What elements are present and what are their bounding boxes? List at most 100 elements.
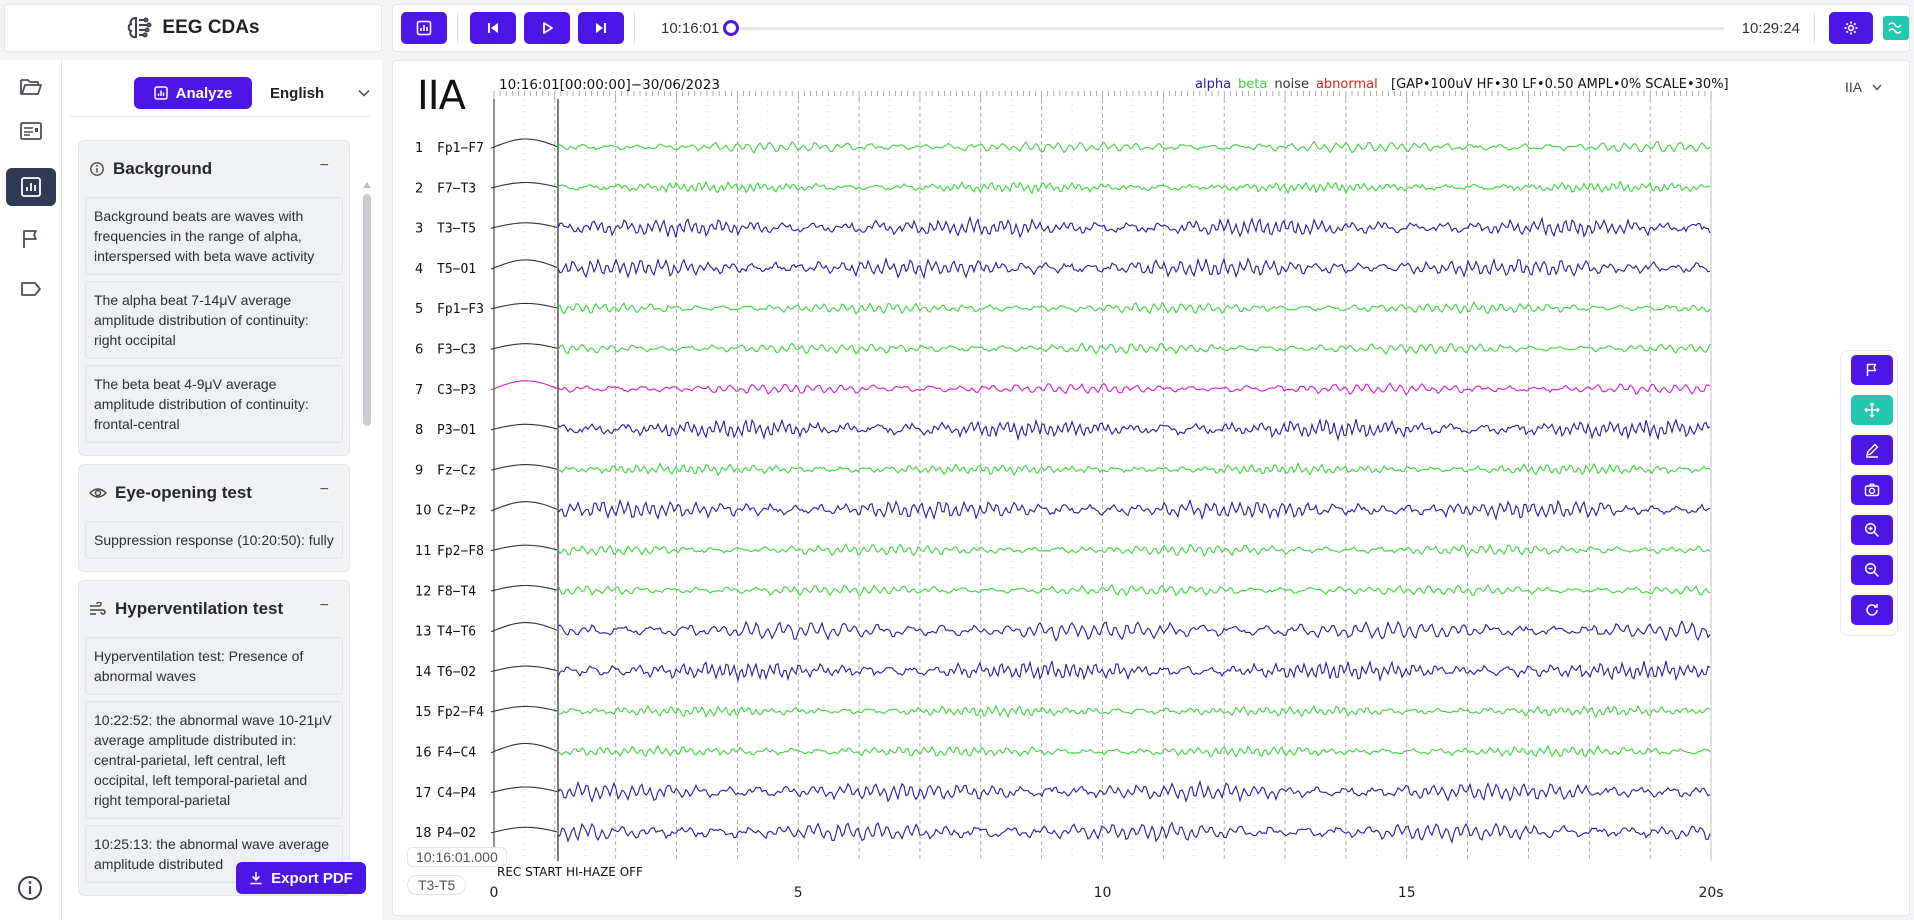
collapse-toggle[interactable]: − [319,157,329,174]
scroll-up-arrow-icon[interactable] [363,182,371,188]
skip-back-icon [488,23,498,33]
calibration-trace [490,259,558,270]
info-button[interactable] [16,874,44,902]
finding-card: 10:22:52: the abnormal wave 10-21μV aver… [85,701,343,819]
rail-report[interactable] [6,168,56,206]
pen-icon [1865,443,1879,458]
slider-thumb[interactable] [723,20,740,36]
zoom-out-button[interactable] [1851,555,1893,585]
channel-index: 12 [415,584,432,599]
channel-index: 9 [415,463,423,478]
screenshot-button[interactable] [1851,475,1893,505]
nav-rail [0,60,62,920]
rail-record-info[interactable] [6,112,56,150]
eeg-trace [557,140,1711,155]
channel-index: 17 [415,786,432,801]
rail-open-folder[interactable] [6,68,56,106]
calibration-trace [490,705,558,713]
chevron-down-icon [358,89,370,97]
skip-forward-icon [596,23,606,33]
wind-icon [90,602,106,615]
start-time: 10:16:01 [661,19,720,37]
camera-icon [1864,483,1880,497]
report-chart-icon [416,20,432,36]
channel-label: T6−O2 [437,665,476,680]
eeg-trace [557,543,1711,558]
x-tick-label: 15 [1398,885,1416,901]
calibration-trace [490,622,558,633]
recording-header: 10:16:01[00:00:00]−30/06/2023 [499,77,720,93]
calibration-trace [490,665,558,673]
channel-label: T5−O1 [437,262,476,277]
timeline-slider[interactable] [723,18,1724,38]
eeg-trace [557,744,1711,758]
annotate-button[interactable] [1851,435,1893,465]
toolbar-divider [634,12,635,44]
channel-index: 3 [415,222,423,237]
report-view-button[interactable] [401,12,447,44]
zoom-in-button[interactable] [1851,515,1893,545]
channel-label: P3−O1 [437,423,476,438]
section-header[interactable]: Background − [85,141,343,197]
brain-logo-icon [128,16,152,39]
collapse-toggle[interactable]: − [319,597,329,614]
language-value: English [270,84,325,102]
flag-icon [23,230,37,248]
settings-button[interactable] [1829,12,1873,44]
section-title: Hyperventilation test [115,599,284,618]
pan-tool-button[interactable] [1851,395,1893,425]
channel-index: 8 [415,423,423,438]
play-icon [543,22,553,34]
legend-noise: noise [1274,77,1309,92]
channel-label: F4−C4 [437,746,476,761]
eeg-viewer[interactable]: 1 Fp1−F7 2 F7−T3 3 T3−T5 4 T5−O1 5 Fp1−F3 6 F3−C3 7 C… [392,60,1910,916]
toolbar-divider [1814,12,1815,44]
calibration-trace [490,501,558,512]
channel-index: 2 [415,181,423,196]
eeg-trace [557,382,1711,396]
cursor-time: 10:16:01.000 [407,847,507,867]
montage-select[interactable]: IIA [1845,79,1882,95]
scroll-thumb[interactable] [363,194,371,426]
legend-alpha: alpha [1195,77,1232,92]
play-button[interactable] [524,12,570,44]
legend-abnormal: abnormal [1315,77,1378,92]
analyze-button[interactable]: Analyze [134,77,252,109]
brand-mark-icon[interactable] [1883,16,1909,40]
id-card-icon [20,122,42,140]
end-time: 10:29:24 [1741,19,1800,37]
eeg-trace [557,779,1711,804]
rail-labels[interactable] [6,270,56,308]
language-select[interactable]: English [270,77,370,109]
wave-legend: alpha beta noise abnormal [1195,77,1378,92]
selected-channel[interactable]: T3-T5 [407,875,467,895]
rail-events[interactable] [6,220,56,258]
x-tick-label: 0 [490,885,499,901]
section-header[interactable]: Hyperventilation test − [85,581,343,637]
channel-label: F3−C3 [437,343,476,358]
download-icon [250,872,262,885]
info-icon [90,162,104,176]
channel-index: 15 [415,705,432,720]
collapse-toggle[interactable]: − [319,481,329,498]
eeg-trace [557,417,1711,442]
reset-view-button[interactable] [1851,595,1893,625]
skip-back-button[interactable] [470,12,516,44]
skip-forward-button[interactable] [578,12,624,44]
eeg-canvas[interactable]: 1 Fp1−F72 F7−T33 T3−T54 T5−O15 Fp1−F36 F3−C37 C… [393,61,1910,916]
finding-card: 10:25:13: the abnormal wave average ampl… [85,825,343,883]
eeg-trace [557,180,1711,195]
section-eye-opening: Eye-opening test − Suppression response … [78,464,350,572]
calibration-trace [490,464,558,471]
channel-index: 1 [415,141,423,156]
export-pdf-button[interactable]: Export PDF [236,862,366,894]
panel-scrollbar[interactable] [362,124,372,920]
calibration-trace [490,826,558,834]
calibration-trace [490,380,558,391]
channel-index: 16 [415,746,432,761]
mark-event-button[interactable] [1851,355,1893,385]
report-chart-icon [153,86,168,100]
section-hyperventilation: Hyperventilation test − Hyperventilation… [78,580,350,896]
section-header[interactable]: Eye-opening test − [85,465,343,521]
